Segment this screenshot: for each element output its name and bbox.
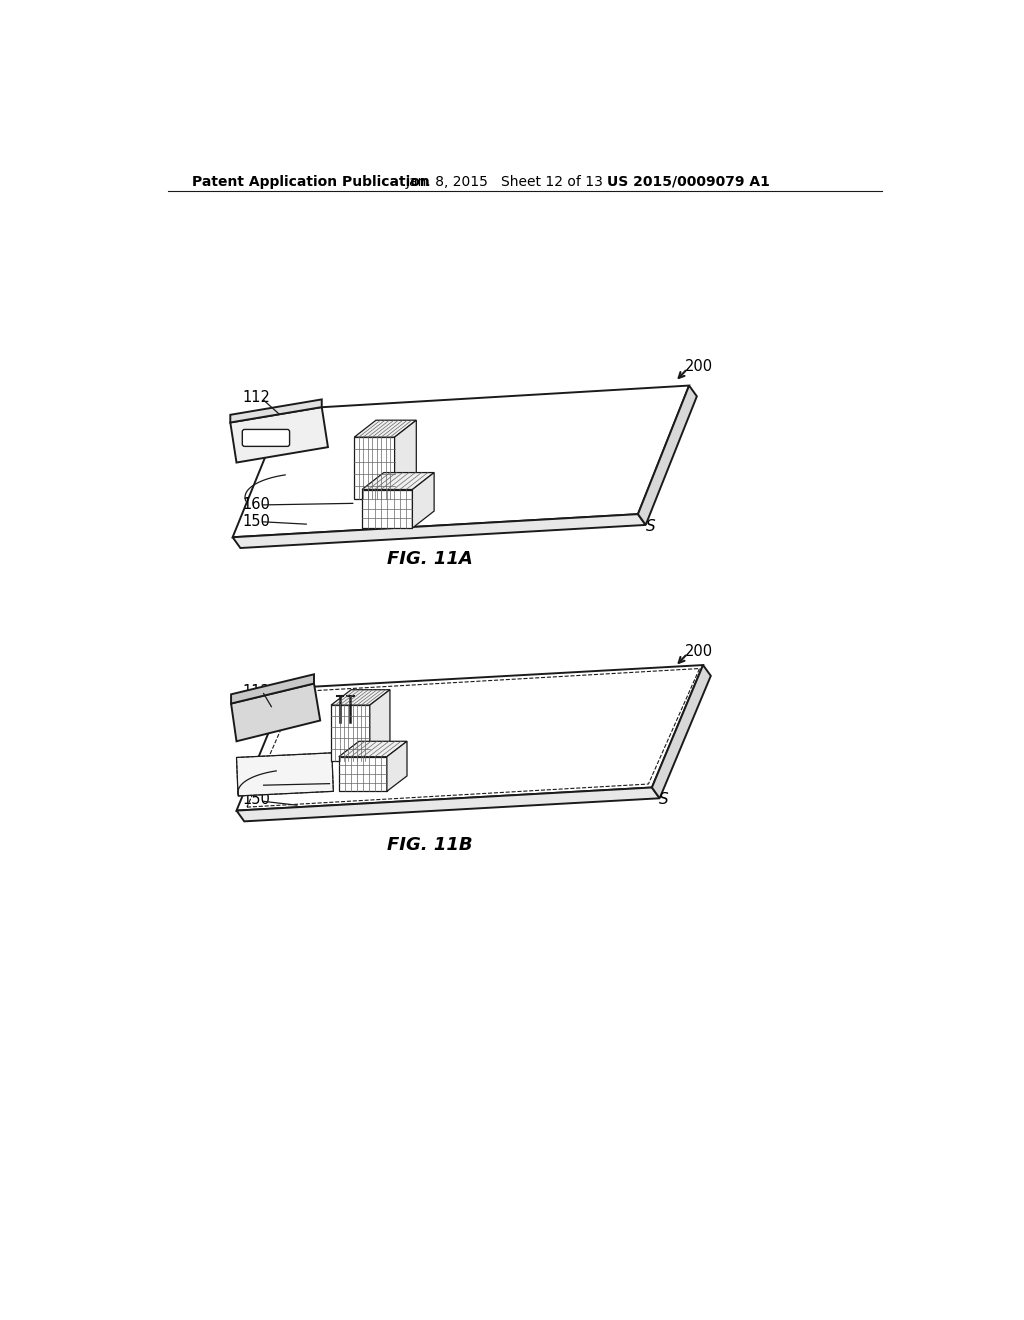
Polygon shape	[231, 675, 314, 704]
Text: S: S	[658, 792, 669, 807]
Polygon shape	[339, 742, 407, 756]
Polygon shape	[230, 400, 322, 422]
Polygon shape	[394, 420, 417, 499]
Polygon shape	[230, 407, 328, 462]
Polygon shape	[331, 689, 390, 705]
Polygon shape	[354, 420, 417, 437]
Polygon shape	[370, 689, 390, 760]
Text: 150: 150	[243, 515, 270, 529]
Polygon shape	[354, 437, 394, 499]
Text: FIG. 11B: FIG. 11B	[387, 837, 473, 854]
Polygon shape	[413, 473, 434, 528]
Polygon shape	[237, 788, 659, 821]
Text: 112: 112	[243, 389, 270, 405]
Text: Jan. 8, 2015   Sheet 12 of 13: Jan. 8, 2015 Sheet 12 of 13	[406, 174, 603, 189]
Polygon shape	[362, 473, 434, 490]
Polygon shape	[237, 665, 703, 810]
Polygon shape	[638, 385, 697, 525]
Text: 150: 150	[243, 792, 270, 808]
Polygon shape	[331, 705, 370, 760]
Text: S: S	[646, 519, 655, 535]
Text: 112: 112	[243, 684, 270, 698]
Text: US 2015/0009079 A1: US 2015/0009079 A1	[607, 174, 770, 189]
Text: Patent Application Publication: Patent Application Publication	[191, 174, 429, 189]
Text: FIG. 11A: FIG. 11A	[387, 550, 473, 568]
Polygon shape	[362, 490, 413, 528]
Text: 200: 200	[684, 359, 713, 374]
Polygon shape	[231, 684, 321, 742]
FancyBboxPatch shape	[243, 429, 290, 446]
Polygon shape	[237, 752, 334, 796]
Polygon shape	[232, 515, 646, 548]
Polygon shape	[232, 385, 689, 537]
Polygon shape	[387, 742, 407, 792]
Text: 200: 200	[684, 644, 713, 659]
Text: 160: 160	[243, 776, 270, 791]
Polygon shape	[339, 756, 387, 792]
Polygon shape	[652, 665, 711, 799]
Text: 160: 160	[243, 498, 270, 512]
